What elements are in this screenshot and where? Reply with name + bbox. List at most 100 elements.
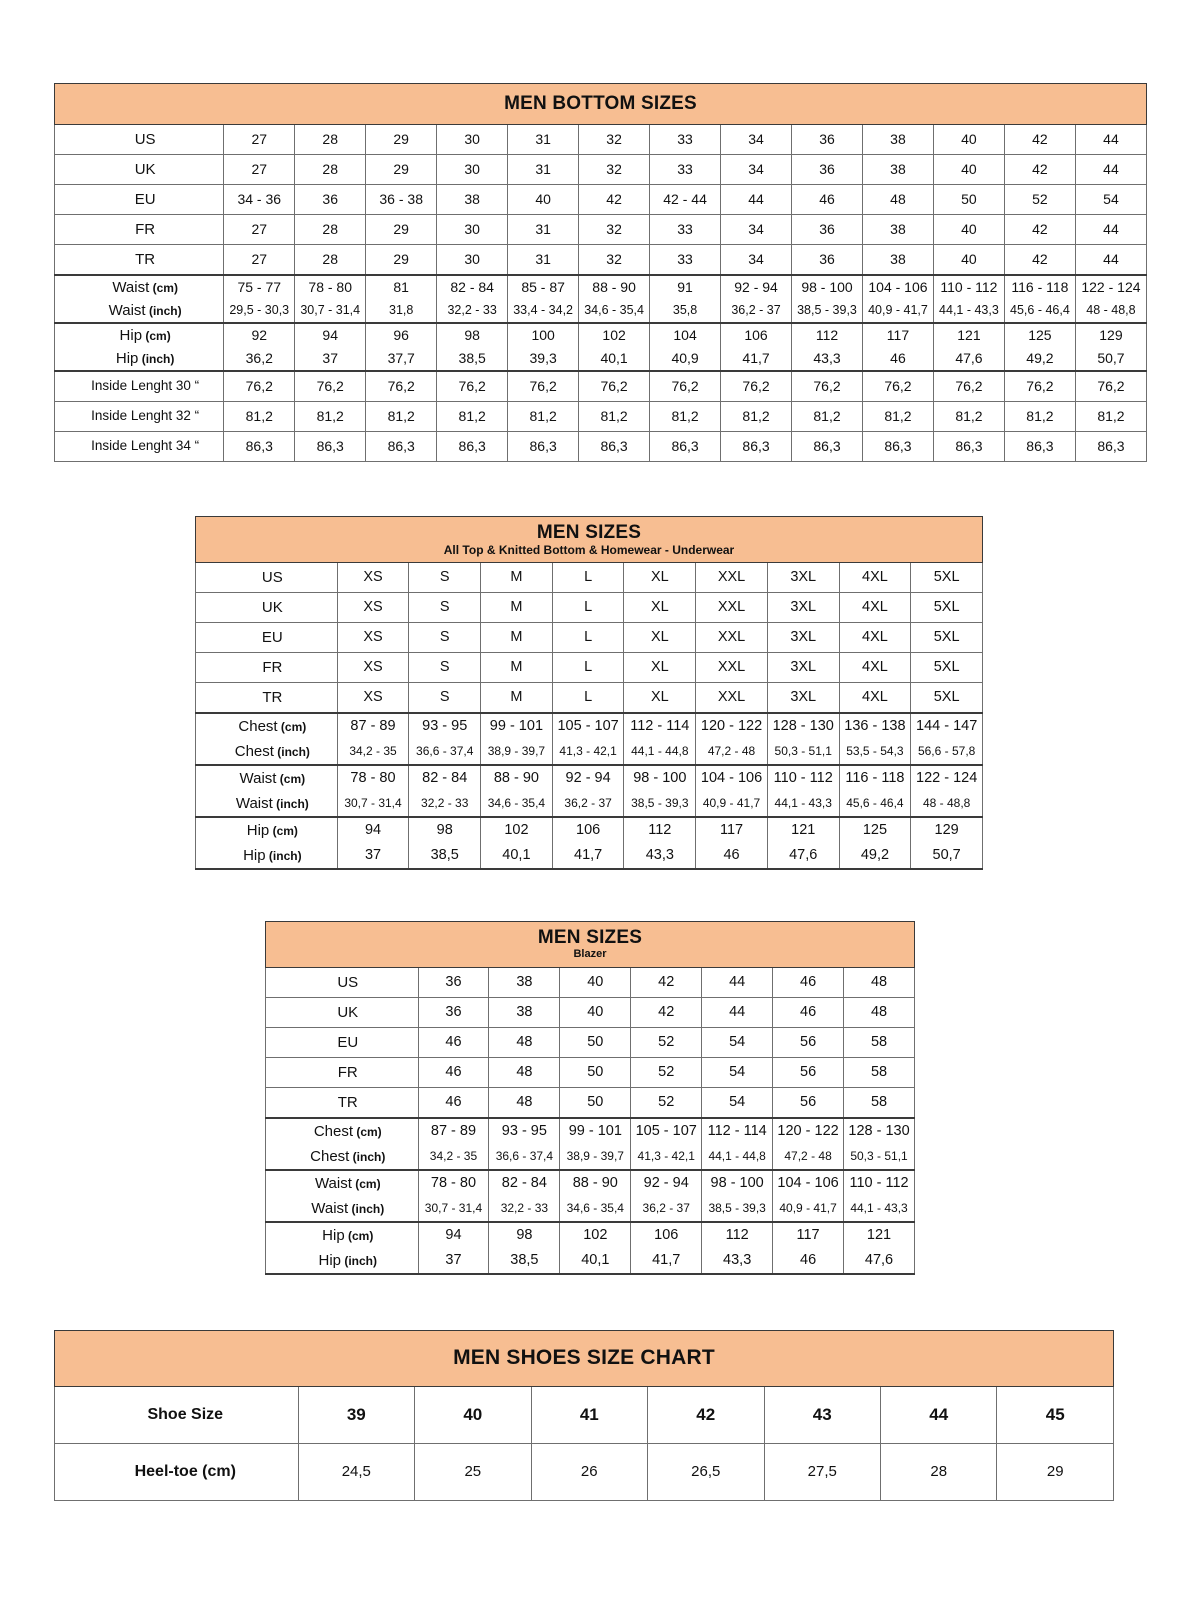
table-cell: 40 bbox=[932, 214, 1005, 245]
table-cell: XS bbox=[336, 682, 410, 714]
table-cell: 125 bbox=[1003, 322, 1076, 347]
table-row: Hip (inch) 36,2 37 37,7 38,5 39,3 40,1 40,9 41,7… bbox=[53, 347, 1148, 372]
table-cell: 58 bbox=[843, 1027, 915, 1058]
table-cell: 117 bbox=[772, 1221, 845, 1248]
row-label-text: Waist bbox=[112, 278, 150, 296]
table-cell: 44,1 - 44,8 bbox=[701, 1144, 774, 1171]
table-cell: 92 - 94 bbox=[720, 274, 793, 299]
table-cell: 86,3 bbox=[720, 431, 793, 462]
table-cell: 39,3 bbox=[507, 347, 580, 372]
table-cell: 48 bbox=[488, 1027, 561, 1058]
row-label: Hip (inch) bbox=[53, 347, 225, 372]
table-cell: 87 - 89 bbox=[417, 1117, 490, 1144]
table-row: Hip (inch) 37 38,5 40,1 41,7 43,3 46 47,6 49,2 50… bbox=[195, 843, 983, 870]
table-cell: 117 bbox=[695, 816, 768, 843]
table-cell: XL bbox=[623, 682, 697, 714]
table-title: MEN SHOES SIZE CHART bbox=[453, 1346, 715, 1370]
table-subtitle: All Top & Knitted Bottom & Homewear - Un… bbox=[443, 542, 735, 557]
table-cell: 48 bbox=[843, 997, 915, 1028]
table-body-bottom: US 27 28 29 30 31 32 33 34 36 38 40 42 44 UK 27 28 29 30 31… bbox=[53, 124, 1148, 462]
table-cell: 76,2 bbox=[932, 370, 1005, 402]
row-label: Waist (inch) bbox=[53, 299, 225, 324]
table-cell: 36,6 - 37,4 bbox=[408, 739, 482, 766]
table-cell: 48 bbox=[488, 1087, 561, 1119]
table-cell: 104 - 106 bbox=[695, 764, 768, 791]
table-cell: S bbox=[408, 652, 482, 683]
table-cell: 121 bbox=[766, 816, 840, 843]
table-cell: 86,3 bbox=[932, 431, 1005, 462]
table-row: Chest (cm) 87 - 89 93 - 95 99 - 101 105 - 10… bbox=[195, 712, 983, 739]
title-row: MEN SIZES Blazer bbox=[265, 921, 915, 968]
row-label: Hip (cm) bbox=[195, 816, 338, 843]
table-cell: 3XL bbox=[766, 682, 840, 714]
row-label-text: Hip bbox=[246, 821, 270, 839]
table-cell: 76,2 bbox=[294, 370, 367, 402]
table-cell: 112 - 114 bbox=[701, 1117, 774, 1144]
table-cell: 30 bbox=[436, 154, 509, 185]
table-cell: 58 bbox=[843, 1057, 915, 1088]
table-cell: 136 - 138 bbox=[838, 712, 912, 739]
table-cell: 98 bbox=[488, 1221, 561, 1248]
row-label: FR bbox=[265, 1057, 419, 1088]
table-cell: 120 - 122 bbox=[695, 712, 768, 739]
table-cell: 4XL bbox=[838, 682, 912, 714]
table-cell: 41,3 - 42,1 bbox=[630, 1144, 703, 1171]
table-cell: XXL bbox=[695, 652, 768, 683]
table-cell: 41,7 bbox=[551, 843, 625, 870]
table-row: Inside Lenght 32 “81,2 81,2 81,2 81,2 81,2 81… bbox=[53, 401, 1148, 432]
table-cell: 42 bbox=[1003, 244, 1076, 276]
table-cell: 5XL bbox=[910, 652, 983, 683]
table-row: FR 27 28 29 30 31 32 33 34 36 38 40 42 44 bbox=[53, 214, 1148, 245]
table-body-tops: US XS S M L XL XXL 3XL 4XL 5XL UK XS S M L XL XXL 3XL 4XL 5… bbox=[195, 562, 983, 870]
table-cell: 86,3 bbox=[365, 431, 438, 462]
table-cell: 81,2 bbox=[507, 401, 580, 432]
row-label-unit: (inch) bbox=[272, 796, 309, 811]
row-label-unit: (cm) bbox=[142, 328, 171, 343]
row-label-text: Shoe Size bbox=[147, 1405, 224, 1423]
table-cell: XS bbox=[336, 622, 410, 653]
table-cell: 81,2 bbox=[649, 401, 722, 432]
table-row: Chest (cm) 87 - 89 93 - 95 99 - 101 105 - 10… bbox=[265, 1117, 915, 1144]
row-label: UK bbox=[53, 154, 225, 185]
table-cell: M bbox=[480, 562, 553, 593]
table-cell: 41 bbox=[530, 1386, 649, 1444]
table-cell: 48 bbox=[488, 1057, 561, 1088]
row-label-text: TR bbox=[262, 688, 283, 706]
row-label: FR bbox=[195, 652, 338, 683]
row-label-unit: (cm) bbox=[276, 771, 306, 786]
row-label-text: Waist bbox=[311, 1199, 349, 1217]
table-cell: 50,3 - 51,1 bbox=[766, 739, 840, 766]
table-cell: 40 bbox=[507, 184, 580, 215]
table-title: MEN SIZES bbox=[537, 927, 643, 949]
table-cell: 44 bbox=[1074, 154, 1148, 185]
table-cell: 27 bbox=[223, 244, 296, 276]
table-cell: 40 bbox=[559, 997, 632, 1028]
table-cell: S bbox=[408, 682, 482, 714]
table-cell: 37 bbox=[294, 347, 367, 372]
table-cell: 94 bbox=[294, 322, 367, 347]
table-cell: 28 bbox=[294, 154, 367, 185]
table-cell: 102 bbox=[578, 322, 651, 347]
table-cell: 34 bbox=[720, 244, 793, 276]
table-cell: 38,5 bbox=[436, 347, 509, 372]
table-cell: XS bbox=[336, 562, 410, 593]
table-cell: 49,2 bbox=[838, 843, 912, 870]
table-cell: M bbox=[480, 652, 553, 683]
table-cell: 92 bbox=[223, 322, 296, 347]
table-cell: 99 - 101 bbox=[480, 712, 553, 739]
table-cell: 50,3 - 51,1 bbox=[843, 1144, 915, 1171]
table-cell: 100 bbox=[507, 322, 580, 347]
table-cell: 52 bbox=[630, 1027, 703, 1058]
table-cell: 42 bbox=[1003, 124, 1076, 155]
table-cell: 34,6 - 35,4 bbox=[578, 299, 651, 324]
table-cell: 36,2 bbox=[223, 347, 296, 372]
table-cell: 47,6 bbox=[932, 347, 1005, 372]
row-label-text: EU bbox=[261, 628, 283, 646]
table-cell: 81,2 bbox=[436, 401, 509, 432]
table-cell: 112 bbox=[623, 816, 697, 843]
table-cell: 81,2 bbox=[932, 401, 1005, 432]
table-cell: 44 bbox=[879, 1386, 998, 1444]
table-cell: 32,2 - 33 bbox=[408, 791, 482, 818]
table-cell: 54 bbox=[701, 1027, 774, 1058]
table-cell: 36 bbox=[791, 154, 863, 185]
